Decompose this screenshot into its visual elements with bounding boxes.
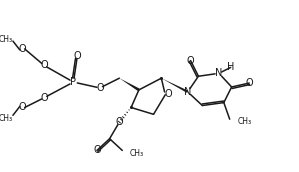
Text: CH₃: CH₃ bbox=[0, 35, 13, 44]
Text: O: O bbox=[115, 117, 123, 127]
Text: O: O bbox=[245, 78, 253, 88]
Text: O: O bbox=[187, 56, 194, 66]
Text: O: O bbox=[19, 44, 27, 54]
Polygon shape bbox=[119, 78, 140, 91]
Text: H: H bbox=[227, 62, 234, 72]
Text: O: O bbox=[93, 146, 101, 155]
Polygon shape bbox=[161, 78, 188, 93]
Text: CH₃: CH₃ bbox=[0, 114, 13, 123]
Text: N: N bbox=[184, 87, 191, 97]
Text: O: O bbox=[74, 51, 81, 61]
Text: O: O bbox=[40, 93, 48, 103]
Text: O: O bbox=[96, 83, 104, 93]
Text: N: N bbox=[215, 68, 223, 78]
Text: O: O bbox=[19, 103, 27, 112]
Text: P: P bbox=[71, 77, 77, 87]
Text: O: O bbox=[40, 61, 48, 71]
Text: CH₃: CH₃ bbox=[130, 149, 144, 158]
Text: O: O bbox=[164, 89, 172, 99]
Text: CH₃: CH₃ bbox=[237, 117, 252, 126]
